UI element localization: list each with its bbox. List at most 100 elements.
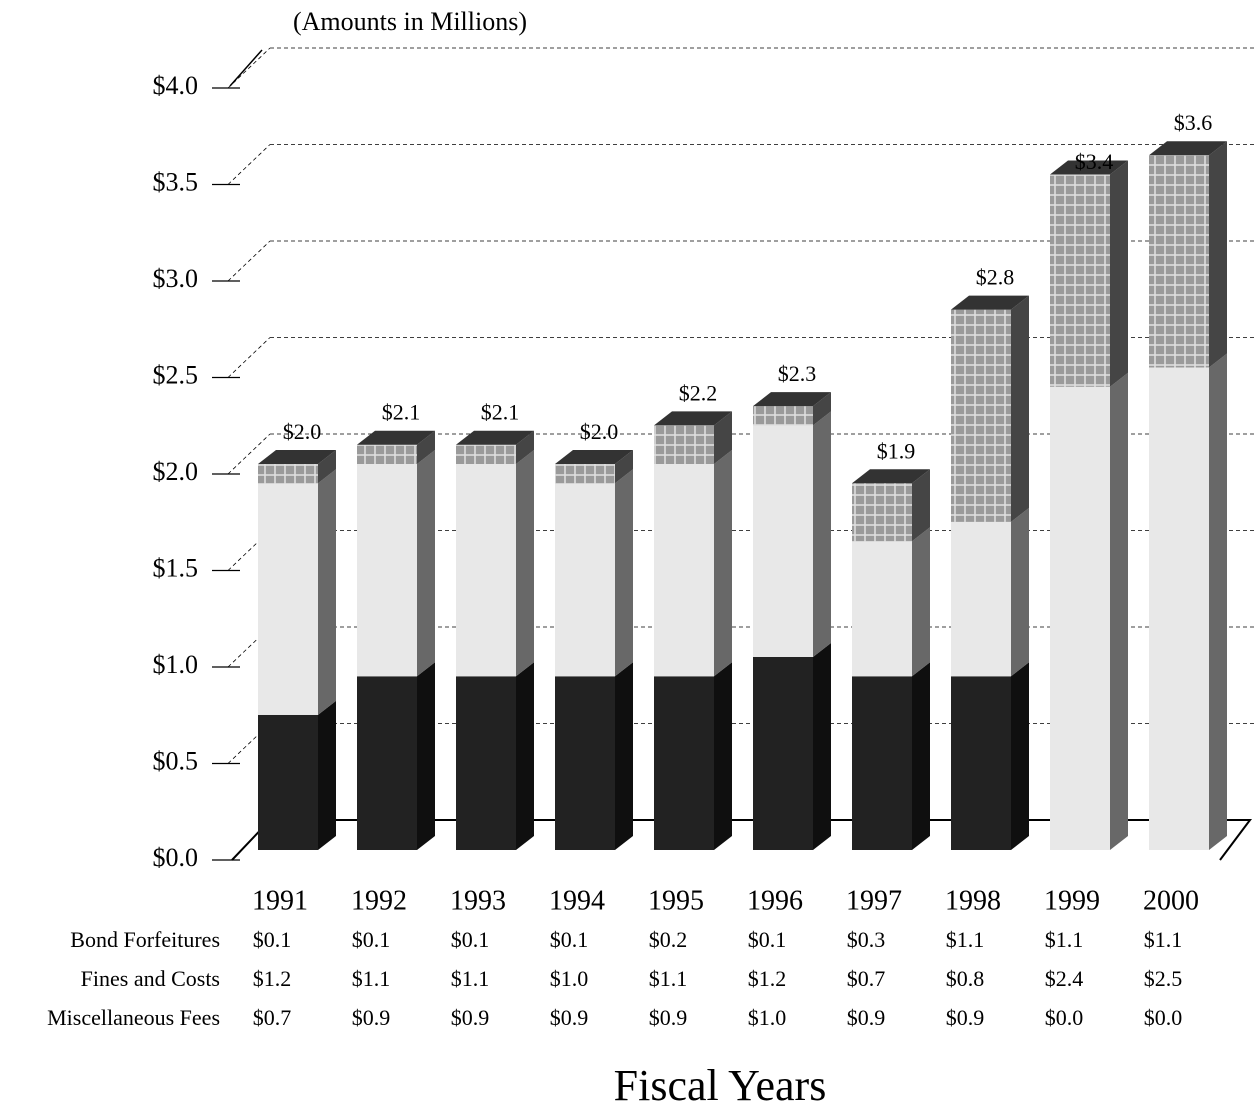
grid-line — [227, 144, 271, 185]
bar-top — [654, 411, 732, 426]
subtitle: (Amounts in Millions) — [293, 7, 527, 36]
bar-side — [318, 450, 336, 484]
x-tick-label: 1992 — [351, 885, 407, 916]
table-row-label: Fines and Costs — [81, 966, 220, 991]
bar-side — [813, 643, 831, 850]
total-label: $3.6 — [1174, 110, 1213, 135]
table-cell: $1.2 — [748, 966, 787, 991]
bar-texture — [357, 444, 417, 464]
bar-segment — [1050, 386, 1110, 850]
bar-segment — [555, 483, 615, 677]
x-axis-label: Fiscal Years — [614, 1061, 827, 1110]
table-cell: $0.7 — [253, 1005, 292, 1030]
bar-texture — [951, 309, 1011, 522]
bar-top — [357, 430, 435, 445]
total-label: $2.2 — [679, 380, 718, 405]
bar-side — [1011, 662, 1029, 850]
bar-segment — [456, 464, 516, 677]
bar-side — [1110, 372, 1128, 850]
bar-side — [912, 527, 930, 677]
bar-texture — [852, 483, 912, 542]
y-tick-label: $1.5 — [153, 553, 199, 582]
y-tick-label: $2.0 — [153, 457, 199, 486]
total-label: $2.0 — [283, 419, 322, 444]
bar-side — [516, 450, 534, 677]
total-label: $2.3 — [778, 361, 817, 386]
bar-side — [813, 411, 831, 657]
bar-side — [516, 430, 534, 464]
x-tick-label: 1998 — [945, 885, 1001, 916]
bar-side — [1209, 141, 1227, 368]
bar-segment — [753, 657, 813, 850]
bar-segment — [456, 676, 516, 850]
x-tick-label: 1993 — [450, 885, 506, 916]
bar-segment — [753, 425, 813, 657]
bar-side — [1011, 507, 1029, 677]
table-cell: $0.3 — [847, 927, 886, 952]
bar-segment — [555, 676, 615, 850]
grid-line — [227, 723, 271, 764]
y-tick-label: $2.5 — [153, 360, 199, 389]
bar-top — [456, 430, 534, 445]
x-tick-label: 1999 — [1044, 885, 1100, 916]
table-cell: $0.1 — [550, 927, 589, 952]
bar-texture — [654, 425, 714, 464]
bar-segment — [1149, 367, 1209, 850]
bar-texture — [753, 406, 813, 426]
bar-texture — [555, 464, 615, 484]
bar-top — [852, 469, 930, 484]
bar-side — [318, 469, 336, 715]
total-label: $2.1 — [382, 400, 421, 425]
table-cell: $2.4 — [1045, 966, 1084, 991]
table-cell: $0.1 — [451, 927, 490, 952]
bar-side — [417, 450, 435, 677]
bar-texture — [258, 464, 318, 484]
bar-side — [714, 450, 732, 677]
y-tick-label: $3.0 — [153, 264, 199, 293]
x-tick-label: 1997 — [846, 885, 902, 916]
bar-side — [318, 700, 336, 850]
bar-texture — [456, 444, 516, 464]
table-cell: $0.9 — [550, 1005, 589, 1030]
table-cell: $0.9 — [847, 1005, 886, 1030]
table-cell: $0.1 — [352, 927, 391, 952]
x-tick-label: 1991 — [252, 885, 308, 916]
table-cell: $0.1 — [253, 927, 292, 952]
grid-line — [227, 240, 271, 282]
bar-side — [417, 662, 435, 850]
table-row-label: Miscellaneous Fees — [47, 1005, 220, 1030]
table-cell: $0.7 — [847, 966, 886, 991]
total-label: $2.0 — [580, 419, 619, 444]
bar-segment — [852, 541, 912, 677]
grid-line — [227, 433, 271, 475]
table-cell: $0.0 — [1045, 1005, 1084, 1030]
grid-line — [227, 530, 271, 571]
bar-side — [714, 662, 732, 850]
table-cell: $1.1 — [1045, 927, 1084, 952]
total-label: $3.4 — [1075, 149, 1114, 174]
bar-side — [1110, 160, 1128, 387]
bar-side — [714, 411, 732, 464]
table-row-label: Bond Forfeitures — [70, 927, 220, 952]
bar-segment — [258, 483, 318, 715]
x-tick-label: 1996 — [747, 885, 803, 916]
bar-segment — [258, 714, 318, 850]
bar-segment — [357, 676, 417, 850]
table-cell: $0.9 — [451, 1005, 490, 1030]
bar-side — [615, 450, 633, 484]
y-tick-label: $4.0 — [153, 71, 199, 100]
table-cell: $0.2 — [649, 927, 688, 952]
table-cell: $1.1 — [352, 966, 391, 991]
grid-line — [227, 626, 271, 668]
bar-side — [813, 392, 831, 426]
bar-side — [615, 469, 633, 677]
table-cell: $0.1 — [748, 927, 787, 952]
table-cell: $0.0 — [1144, 1005, 1183, 1030]
y-tick-label: $0.5 — [153, 746, 199, 775]
bar-side — [912, 469, 930, 542]
bar-top — [258, 450, 336, 464]
table-cell: $1.1 — [1144, 927, 1183, 952]
bar-segment — [951, 676, 1011, 850]
x-tick-label: 2000 — [1143, 885, 1199, 916]
